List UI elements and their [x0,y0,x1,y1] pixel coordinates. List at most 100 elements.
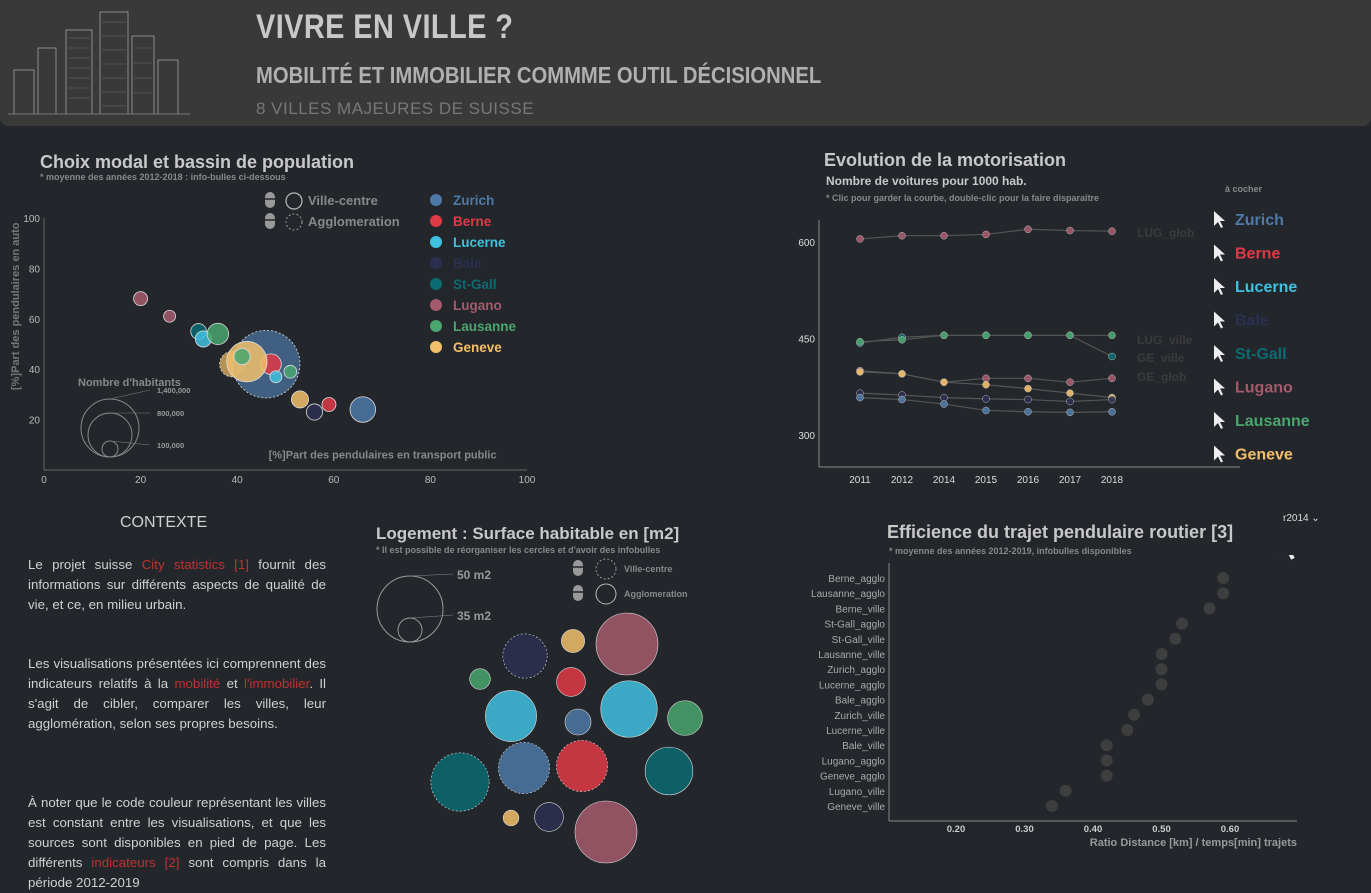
indicateurs-link[interactable]: indicateurs [2] [91,855,180,870]
bubble-bale [305,403,323,421]
city-statistics-link[interactable]: City statistics [1] [141,557,249,572]
legend-label-lucerne: Lucerne [453,235,506,250]
legend-checkbox-berne: Berne [1235,246,1280,263]
series-point-geneve [940,378,948,386]
data-point [1217,587,1230,600]
category-label: Zurich_agglo [827,665,885,676]
bubble-berne [556,667,586,697]
efficience-dot-chart[interactable]: 0.20 0.30 0.40 0.50 0.60 Ratio Distance [km] … [780,555,1371,891]
category-label: Lugano_agglo [822,756,886,767]
size-legend-leader [409,573,454,577]
bubble-berne [556,740,608,792]
legend-label-lugano: Lugano [453,298,502,313]
legend-checkbox-zurich: Zurich [1235,212,1284,229]
category-label: Geneve_agglo [820,772,885,783]
mouse-icon [265,213,275,229]
contexte-paragraph-3: À noter que le code couleur représentant… [28,795,327,890]
size-legend-label: 35 m2 [457,609,491,623]
page-title: VIVRE EN VILLE ? [256,8,514,46]
data-point [1059,784,1072,797]
series-point-zurich [898,395,906,404]
x-tick-label: 2016 [1017,475,1040,486]
legend-checkbox-lausanne: Lausanne [1235,413,1310,430]
legend-label-berne: Berne [453,214,492,229]
data-point [1100,739,1113,752]
legend-agglo-circle [595,583,617,605]
legend-dot-zurich [430,194,442,206]
legend-label-bale: Bale [453,256,482,271]
header-bar: VIVRE EN VILLE ? MOBILITÉ ET IMMOBILIER … [0,0,1371,126]
moto-line-chart[interactable]: 300 450 600 2011 2012 2014 2015 2016 2017 2018 LUG… [780,180,1371,490]
legend-checkbox-bale: Bale [1235,313,1269,330]
series-point-lausanne [982,331,990,340]
series-point-bale [1108,395,1116,404]
bubble-bale [502,633,548,679]
legend-label-geneve: Geneve [453,340,502,355]
size-legend-circle [87,412,133,458]
data-point [1141,693,1154,706]
cursor-icon [1214,211,1225,228]
y-tick-label: 300 [798,431,815,442]
series-point-geneve [1024,384,1032,393]
bubble-zurich [349,396,376,423]
y-tick-label: 450 [798,335,815,346]
x-tick-label: 2011 [849,475,871,486]
legend-label-st-gall: St-Gall [453,277,497,292]
y-tick-label: 60 [29,315,41,326]
x-tick-label: 0.30 [1015,824,1034,835]
series-point-bale [1024,395,1032,404]
legend-dot-lucerne [430,236,442,248]
x-tick-label: 20 [135,475,147,486]
series-point-lugano [898,231,906,240]
legend-ville-circle [285,192,303,210]
legend-label-lausanne: Lausanne [453,319,517,334]
page-subtitle: MOBILITÉ ET IMMOBILIER COMMME OUTIL DÉCI… [256,62,822,88]
size-legend-label: 100,000 [157,441,184,450]
contexte-paragraph-1: Le projet suisse City statistics [1] fou… [28,557,326,612]
bubble-bale [534,802,564,832]
series-point-lugano [1066,378,1074,386]
year-select[interactable]: r2014 ⌄ [1283,513,1320,524]
efficience-chart-note: * moyenne des années 2012-2019, infobull… [889,546,1132,556]
series-point-lausanne [1108,331,1116,340]
x-tick-label: 2014 [933,475,956,486]
mouse-icon-body [265,192,275,208]
series-point-lugano [1024,374,1032,383]
series-point-zurich [1024,407,1032,416]
page-tagline: 8 VILLES MAJEURES DE SUISSE [256,99,535,118]
bubble-lugano [574,800,638,864]
size-legend-leader [409,614,454,619]
category-label: Zurich_ville [834,711,885,722]
logement-bubble-chart[interactable]: 50 m2 35 m2 Ville-centre Agglomeration [360,555,720,891]
series-point-lugano [982,374,990,383]
data-point [1217,572,1230,584]
legend-checkbox-lucerne: Lucerne [1235,279,1297,296]
bubble-geneve [291,390,309,409]
mouse-icon [265,192,275,208]
legend-dot-st-gall [430,278,442,290]
moto-chart-subtitle: Nombre de voitures pour 1000 hab. [826,174,1027,188]
legend-ville-label: Ville-centre [624,564,672,574]
series-point-zurich [982,406,990,415]
series-point-lausanne [940,331,948,340]
immobilier-link[interactable]: l'immobilier [244,676,310,691]
bubble-lugano [595,612,659,676]
mouse-icon-body [265,213,275,229]
data-point [1169,632,1182,645]
size-legend-title: Nombre d'habitants [78,377,181,389]
x-tick-label: 0.40 [1084,824,1103,835]
data-point [1128,708,1141,721]
data-point [1176,617,1189,630]
contexte-title: CONTEXTE [120,514,208,531]
x-tick-label: 2012 [891,475,914,486]
mobilite-link[interactable]: mobilité [174,676,221,691]
series-point-geneve [898,370,906,378]
series-point-bale [940,393,948,402]
cursor-icon [1214,311,1225,329]
x-tick-label: 60 [328,475,340,486]
series-point-zurich [940,400,948,408]
series-point-lausanne [1066,331,1074,340]
legend-label-zurich: Zurich [453,193,494,208]
legend-ville-circle [595,558,617,580]
